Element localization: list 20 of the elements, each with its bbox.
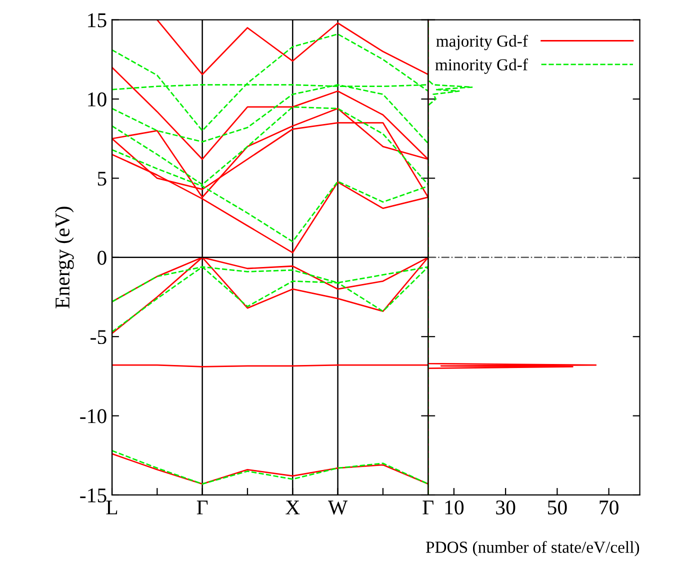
x-tick-label: 50 — [548, 500, 567, 515]
y-tick-label: -5 — [90, 330, 106, 344]
y-axis-title: Energy (eV) — [54, 206, 74, 308]
x-axis-title: PDOS (number of state/eV/cell) — [426, 540, 640, 556]
x-tick-label: L — [106, 500, 118, 514]
x-tick-label: 70 — [600, 500, 618, 515]
y-tick-label: 0 — [98, 250, 106, 265]
y-tick-label: 5 — [98, 172, 106, 186]
x-tick-label: 10 — [445, 500, 464, 515]
x-tick-label: Γ — [196, 500, 208, 514]
series-label: majority Gd-f — [436, 34, 528, 50]
y-tick-label: -15 — [80, 488, 106, 502]
x-tick-label: X — [286, 500, 300, 514]
series-label: minority Gd-f — [435, 58, 528, 74]
y-tick-label: 10 — [88, 92, 106, 106]
x-tick-label: Γ — [422, 500, 434, 514]
y-tick-label: 15 — [88, 13, 106, 28]
y-tick-label: -10 — [80, 409, 106, 424]
x-tick-label: 30 — [496, 500, 516, 515]
x-tick-label: W — [328, 500, 348, 515]
